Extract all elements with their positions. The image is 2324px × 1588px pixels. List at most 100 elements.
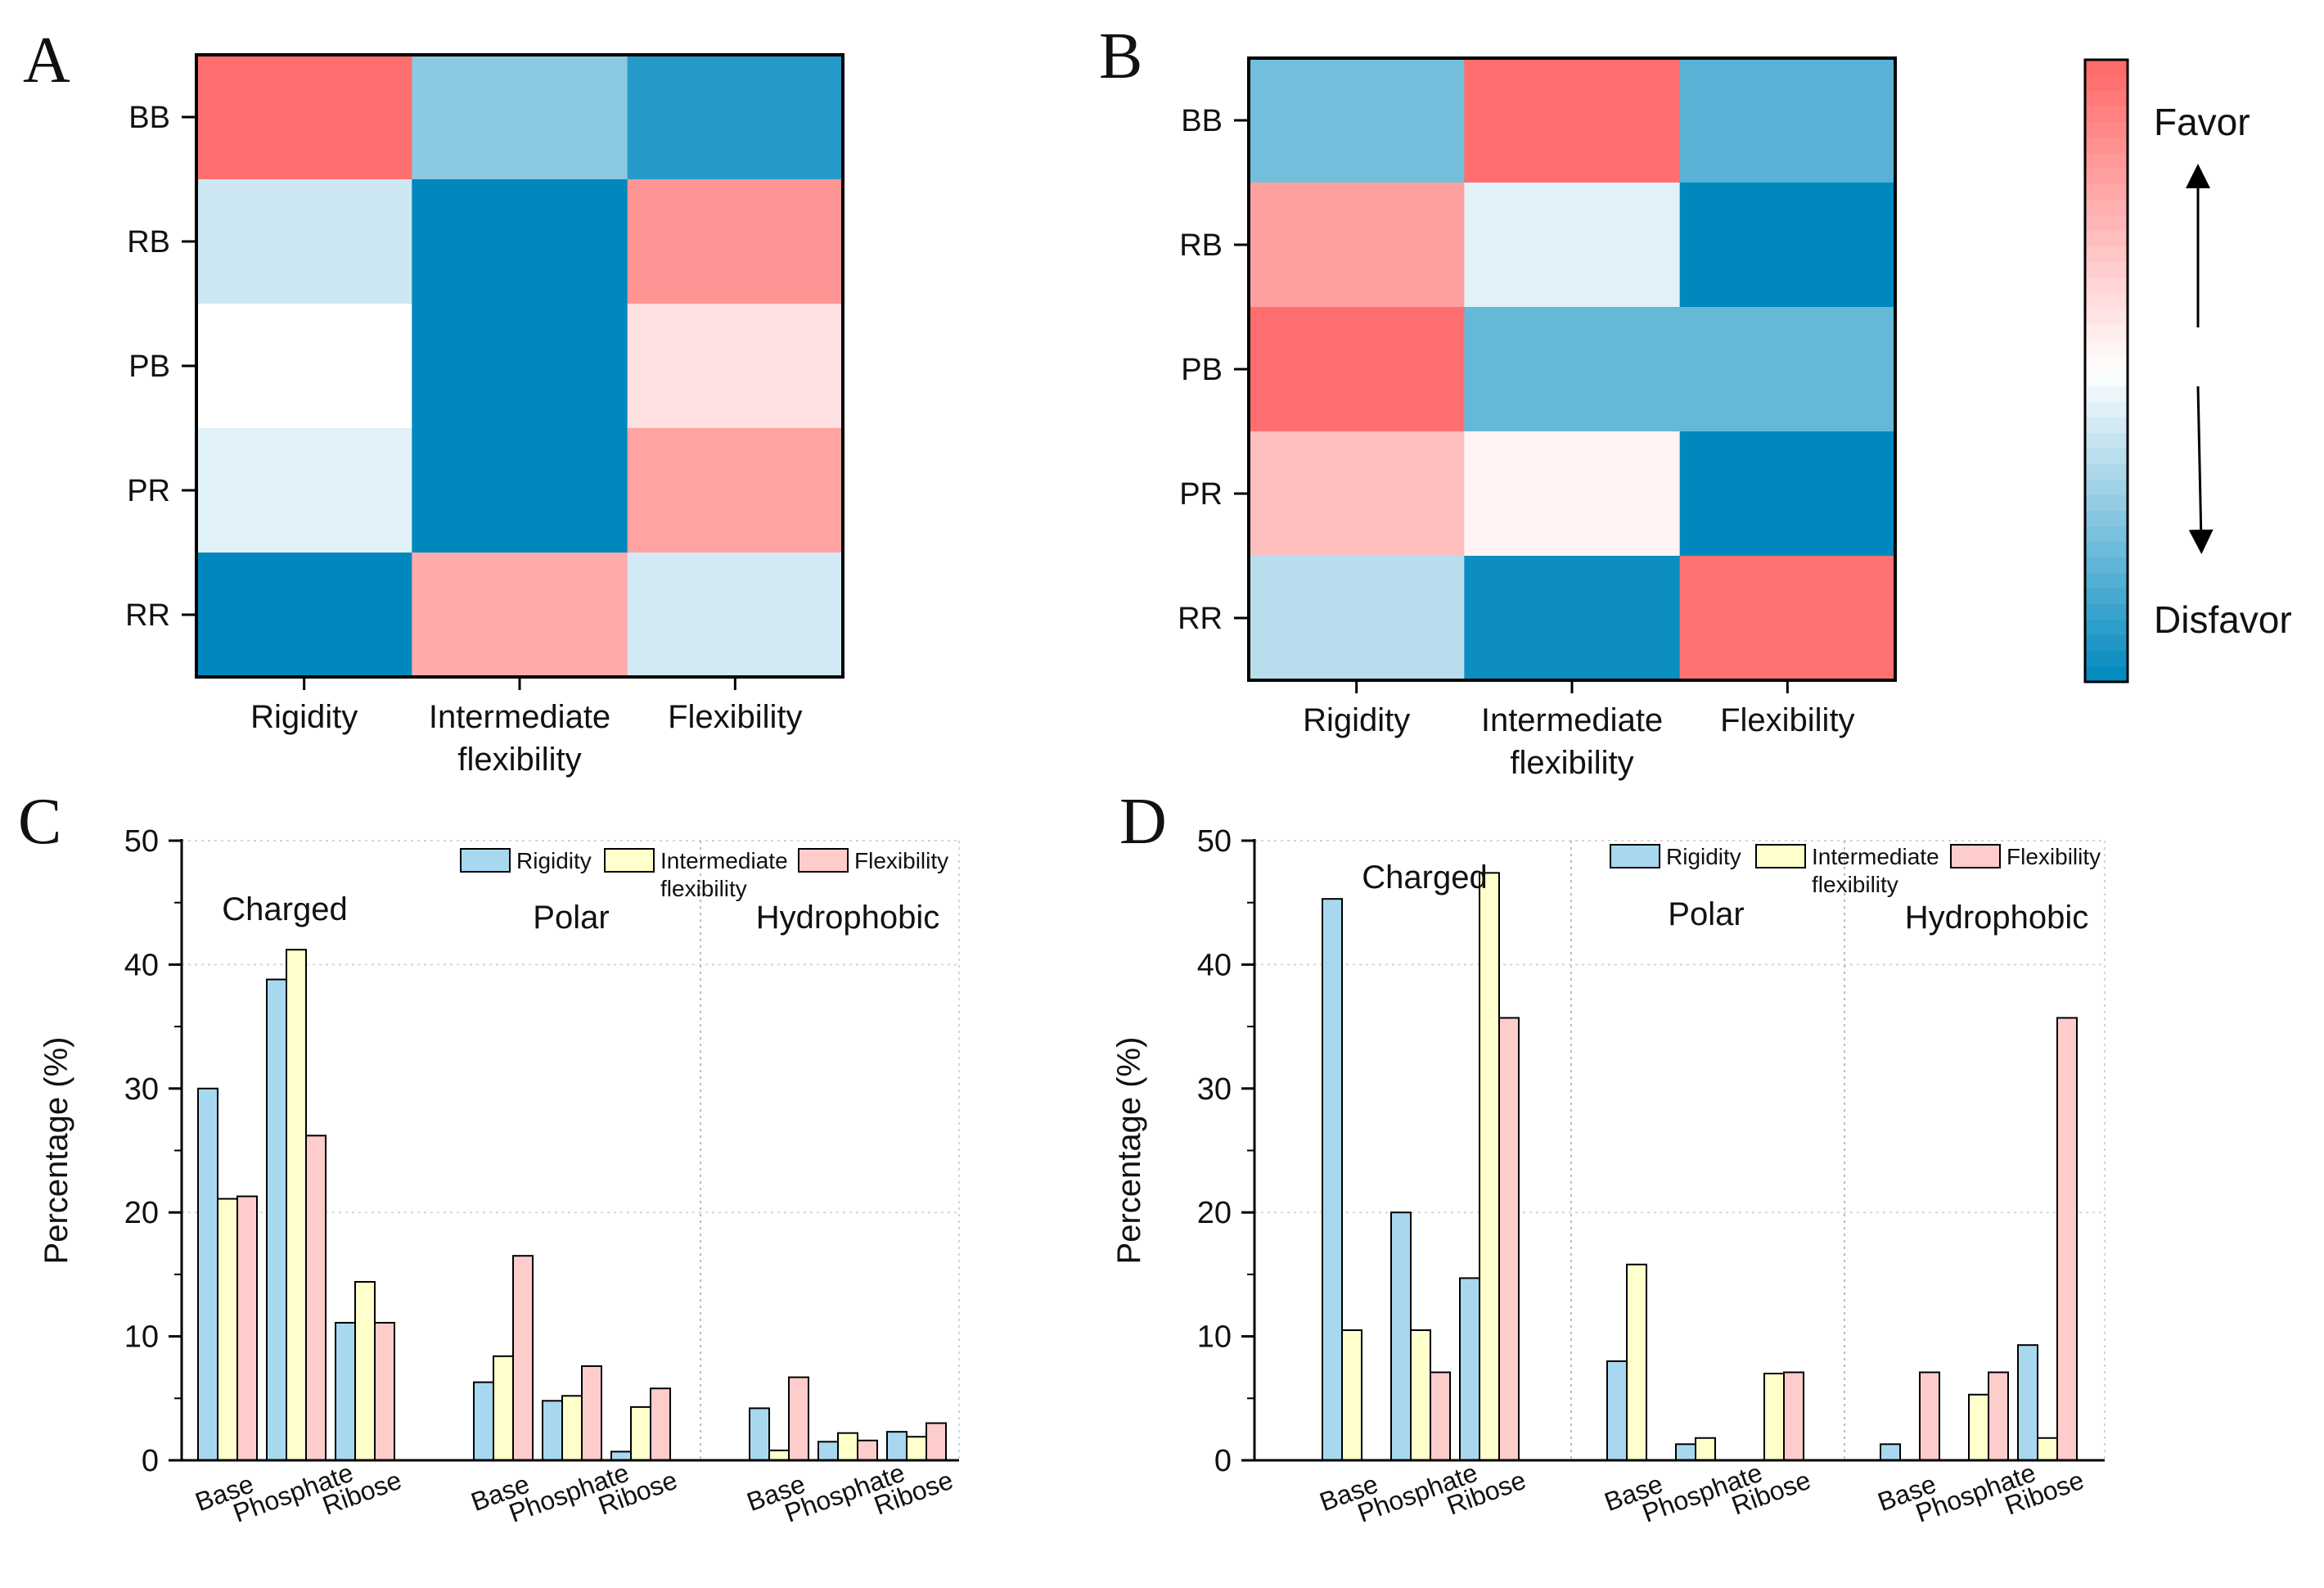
bar-polar-base-rigidity: [473, 1381, 494, 1462]
bar-hydrophobic-base-flexibility: [1919, 1371, 1940, 1461]
bar-charged-base-intermediate-flexibility: [217, 1198, 238, 1462]
heatmap-cell-rr-flexibility: [1679, 556, 1896, 681]
row-label-pb: PB: [128, 350, 170, 384]
group-label-charged: Charged: [1362, 859, 1487, 896]
heatmap-cell-pb-intermediate-flexibility: [412, 304, 628, 429]
bar-charged-phosphate-rigidity: [1390, 1211, 1412, 1461]
colorbar-segment: [2085, 355, 2128, 372]
colorbar-segment: [2085, 293, 2128, 309]
heatmap-cell-rb-intermediate-flexibility: [412, 179, 628, 305]
colorbar-segment: [2085, 402, 2128, 418]
bar-polar-ribose-intermediate-flexibility: [630, 1405, 651, 1461]
colorbar-segment: [2085, 106, 2128, 123]
bar-polar-base-rigidity: [1606, 1360, 1628, 1462]
heatmap-cell-bb-flexibility: [627, 55, 844, 180]
colorbar-segment: [2085, 122, 2128, 138]
bar-hydrophobic-base-flexibility: [788, 1376, 809, 1462]
colorbar-segment: [2085, 262, 2128, 278]
colorbar-segment: [2085, 433, 2128, 449]
heatmap-cell-pr-rigidity: [196, 428, 412, 553]
colorbar-segment: [2085, 666, 2128, 683]
bar-polar-phosphate-rigidity: [1675, 1443, 1696, 1461]
colorbar-segment: [2085, 480, 2128, 496]
y-tick-label: 10: [124, 1320, 159, 1355]
bar-hydrophobic-base-rigidity: [1880, 1443, 1901, 1461]
colorbar-segment: [2085, 309, 2128, 325]
colorbar-segment: [2085, 417, 2128, 434]
colorbar-segment: [2085, 371, 2128, 387]
colorbar-segment: [2085, 557, 2128, 574]
colorbar-segment: [2085, 246, 2128, 263]
bar-polar-phosphate-intermediate-flexibility: [1695, 1437, 1716, 1462]
heatmap-cell-rr-rigidity: [1249, 556, 1465, 681]
legend-label-intermediate-flexibility: Intermediate flexibility: [1812, 844, 1939, 897]
heatmap-cell-rb-flexibility: [1679, 183, 1896, 308]
bar-polar-ribose-flexibility: [650, 1387, 671, 1461]
bar-hydrophobic-phosphate-intermediate-flexibility: [837, 1432, 858, 1462]
heatmap-cell-pr-intermediate-flexibility: [1464, 431, 1681, 557]
bar-hydrophobic-phosphate-rigidity: [817, 1441, 839, 1462]
legend-swatch-flexibility: [798, 848, 849, 873]
legend-swatch-intermediate-flexibility: [604, 848, 655, 873]
colorbar-segment: [2085, 60, 2128, 76]
colorbar-segment: [2085, 138, 2128, 154]
column-label-flexibility: Flexibility: [1720, 702, 1854, 738]
bar-charged-ribose-intermediate-flexibility: [1479, 872, 1500, 1461]
column-label-intermediate-flexibility: Intermediate flexibility: [1481, 702, 1663, 781]
legend-swatch-rigidity: [460, 848, 511, 873]
colorbar-segment: [2085, 75, 2128, 92]
heatmap-cell-rr-intermediate-flexibility: [1464, 556, 1681, 681]
column-label-rigidity: Rigidity: [250, 699, 358, 735]
bar-hydrophobic-ribose-rigidity: [886, 1431, 908, 1461]
bar-charged-phosphate-intermediate-flexibility: [1410, 1329, 1431, 1462]
colorbar-segment: [2085, 651, 2128, 667]
panel-letter-d: D: [1119, 786, 1167, 858]
heatmap-cell-bb-rigidity: [1249, 58, 1465, 183]
colorbar-segment: [2085, 464, 2128, 480]
y-tick-label: 50: [1197, 824, 1232, 859]
bar-polar-ribose-rigidity: [610, 1450, 632, 1461]
colorbar-favor-label: Favor: [2154, 101, 2250, 143]
panel-letter-c: C: [18, 786, 61, 858]
row-label-rb: RB: [1179, 228, 1223, 263]
bar-hydrophobic-phosphate-flexibility: [1988, 1371, 2009, 1461]
legend: Rigidity Intermediate flexibility Flexibili…: [460, 848, 948, 901]
heatmap-cell-rb-intermediate-flexibility: [1464, 183, 1681, 308]
bar-charged-base-flexibility: [236, 1195, 258, 1461]
row-label-bb: BB: [1181, 104, 1223, 138]
group-label-charged: Charged: [222, 891, 347, 927]
bar-charged-phosphate-flexibility: [305, 1135, 327, 1462]
heatmap-cell-rb-rigidity: [1249, 183, 1465, 308]
colorbar-segment: [2085, 573, 2128, 589]
y-tick-label: 0: [1214, 1444, 1232, 1478]
bar-polar-phosphate-rigidity: [542, 1400, 563, 1461]
colorbar-segment: [2085, 340, 2128, 356]
y-tick-label: 40: [124, 948, 159, 982]
bar-charged-ribose-intermediate-flexibility: [354, 1280, 376, 1462]
legend-swatch-flexibility: [1950, 844, 2001, 868]
colorbar-segment: [2085, 215, 2128, 232]
bar-charged-base-rigidity: [197, 1087, 218, 1462]
y-tick-label: 10: [1197, 1320, 1232, 1355]
bar-hydrophobic-phosphate-intermediate-flexibility: [1968, 1393, 1989, 1462]
legend-label-rigidity: Rigidity: [516, 848, 592, 873]
colorbar-segment: [2085, 620, 2128, 636]
bar-charged-ribose-flexibility: [374, 1321, 395, 1462]
y-tick-label: 0: [142, 1444, 159, 1478]
heatmap-cell-pr-flexibility: [627, 428, 844, 553]
y-tick-label: 30: [124, 1072, 159, 1107]
y-tick-label: 20: [1197, 1196, 1232, 1230]
bar-charged-phosphate-intermediate-flexibility: [286, 949, 307, 1462]
colorbar-segment: [2085, 277, 2128, 294]
bar-polar-ribose-intermediate-flexibility: [1763, 1373, 1785, 1462]
bar-hydrophobic-ribose-intermediate-flexibility: [2037, 1437, 2058, 1462]
y-tick-label: 30: [1197, 1072, 1232, 1107]
bar-polar-phosphate-flexibility: [581, 1365, 602, 1462]
group-label-polar: Polar: [1668, 896, 1744, 932]
bar-polar-ribose-flexibility: [1783, 1371, 1804, 1461]
disfavor-arrow-icon: [2188, 386, 2214, 554]
colorbar-segment: [2085, 324, 2128, 341]
group-label-polar: Polar: [533, 900, 609, 936]
